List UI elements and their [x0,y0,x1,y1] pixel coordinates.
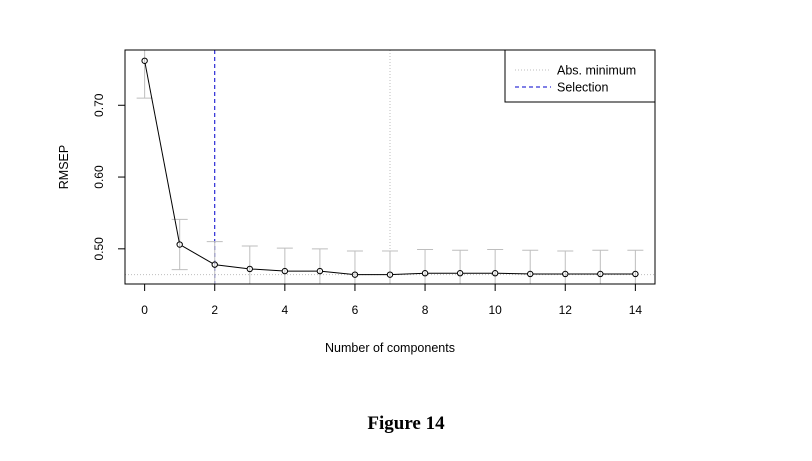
data-point [176,241,183,248]
data-point [421,270,429,277]
rmsep-chart: 0 2 4 6 8 10 12 14 0.50 0.60 0.70 Number of compo… [57,49,656,355]
data-point [351,271,359,278]
series-line-segment [252,268,283,272]
data-point [632,270,639,278]
errorbar [346,250,363,284]
errorbar [382,250,398,284]
x-tick-label: 4 [281,303,288,317]
data-point [491,270,499,277]
x-tick-label: 14 [629,303,643,317]
errorbar [311,248,328,284]
data-point [281,267,289,275]
data-point [211,261,218,268]
errorbar [522,249,539,284]
x-axis-title: Number of components [325,341,455,355]
errorbar [136,50,153,99]
data-point [456,270,464,277]
data-point [527,270,534,278]
errorbar [171,218,188,271]
data-point [246,265,253,273]
data-point [597,270,604,278]
x-tick-label: 10 [488,303,502,317]
x-tick-label: 8 [422,303,429,317]
x-axis: 0 2 4 6 8 10 12 14 [141,283,643,317]
legend-selection-label: Selection [557,81,608,95]
series-line-segment [497,272,528,275]
errorbar [241,245,258,284]
y-tick-label: 0.50 [92,237,106,261]
x-tick-label: 6 [352,303,359,317]
legend-box [504,49,656,103]
series-line-segment [144,63,180,242]
y-tick-label: 0.70 [92,93,106,117]
series-line-segment [392,272,423,276]
data-point [386,271,394,278]
errorbar [557,250,574,284]
error-bars [136,50,644,284]
y-axis-title: RMSEP [57,145,71,189]
series-line-segment [322,270,353,275]
errorbar [206,241,223,284]
errorbar [452,249,469,284]
x-tick-label: 12 [559,303,573,317]
x-tick-label: 2 [211,303,218,317]
x-tick-label: 0 [141,303,148,317]
legend-abs-minimum-label: Abs. minimum [557,64,636,78]
errorbar [417,249,434,284]
errorbar [592,249,609,284]
legend: Abs. minimum Selection [504,49,656,103]
series-line-segment [217,264,248,270]
figure-caption: Figure 14 [367,413,445,434]
data-point [141,57,148,64]
data-point [562,270,569,278]
data-point [316,267,324,275]
y-axis: 0.50 0.60 0.70 [92,93,126,261]
rmsep-series [141,57,639,278]
series-line-segment [181,245,213,264]
errorbar [487,249,504,284]
errorbar [276,247,293,284]
errorbar [627,249,644,284]
y-tick-label: 0.60 [92,165,106,189]
